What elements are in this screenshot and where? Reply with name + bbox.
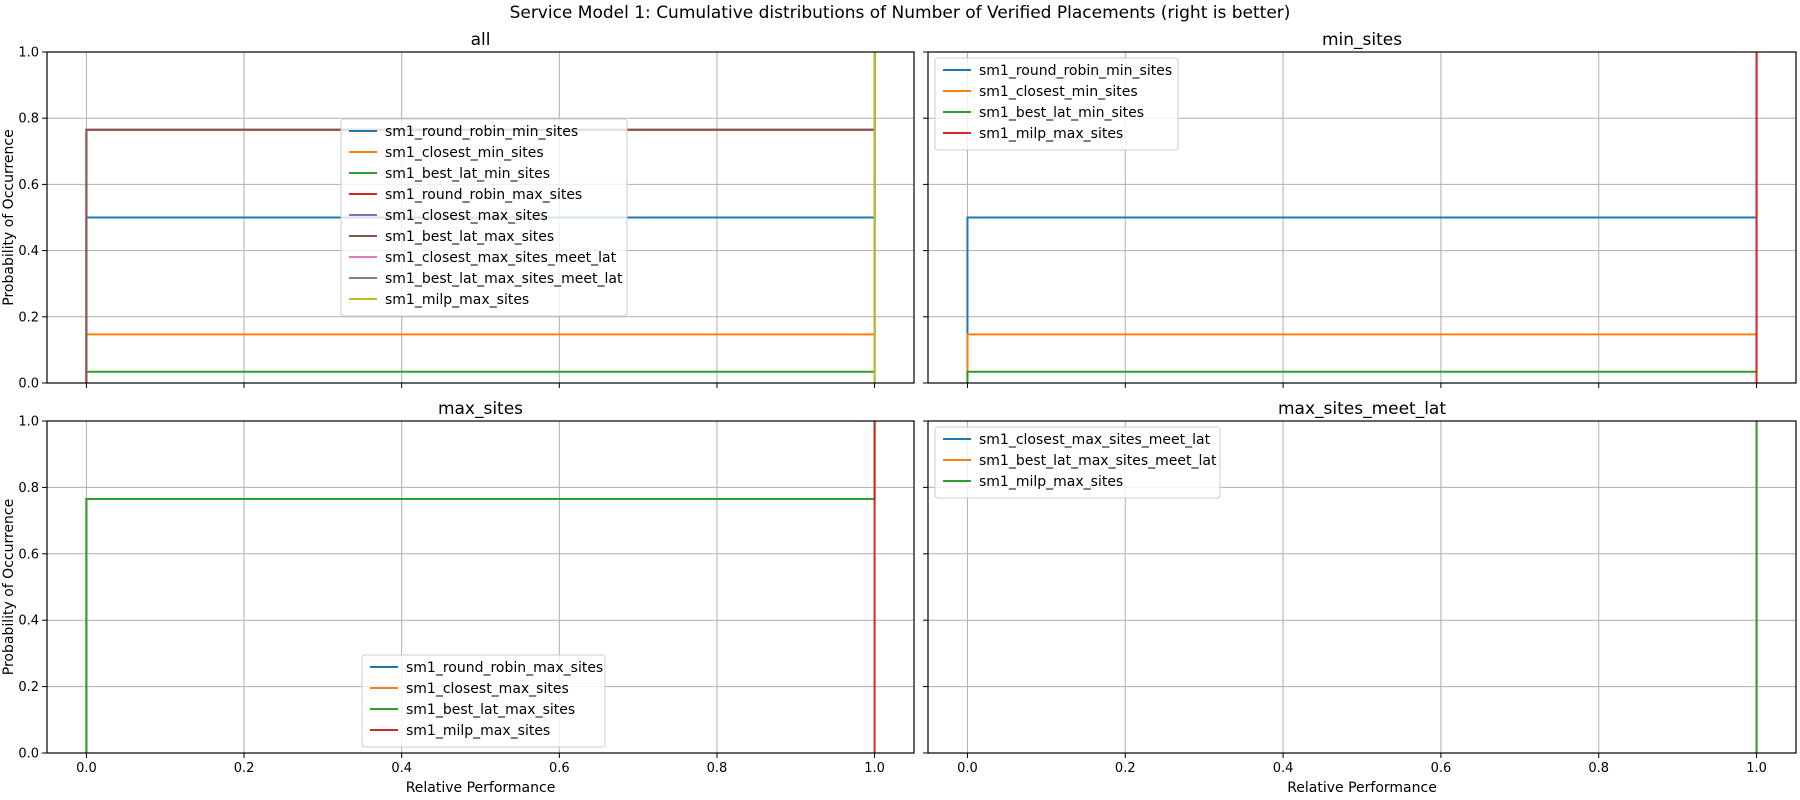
legend-label: sm1_milp_max_sites	[979, 474, 1123, 490]
series-group	[966, 52, 1758, 383]
legend: sm1_closest_max_sites_meet_lat sm1_best_l…	[934, 426, 1221, 499]
y-tick-label: 0.8	[18, 481, 39, 496]
x-axis-label: Relative Performance	[406, 780, 556, 796]
subplot-title: max_sites	[438, 399, 523, 419]
legend: sm1_round_robin_min_sites sm1_closest_min…	[340, 118, 628, 317]
axes-frame	[927, 51, 1797, 384]
legend: sm1_round_robin_min_sites sm1_closest_min…	[934, 57, 1179, 151]
x-tick-label: 0.0	[957, 761, 978, 776]
axes-frame	[46, 420, 915, 754]
y-tick-label: 0.6	[18, 178, 39, 193]
x-tick-label: 0.4	[1273, 761, 1294, 776]
x-tick-label: 0.6	[1431, 761, 1452, 776]
y-axis-label: Probability of Occurrence	[1, 129, 17, 305]
x-tick-label: 0.8	[1588, 761, 1609, 776]
legend-label: sm1_milp_max_sites	[406, 723, 550, 739]
subplot-title: max_sites_meet_lat	[1278, 399, 1446, 419]
legend-box	[340, 118, 628, 317]
series-group	[85, 421, 876, 753]
legend-box	[934, 57, 1179, 151]
legend-label: sm1_round_robin_max_sites	[385, 187, 582, 203]
y-tick-label: 0.8	[18, 112, 39, 127]
subplot-min_sites: min_sites sm1_round_robin_min_sites sm1_cl…	[923, 30, 1797, 388]
legend-label: sm1_round_robin_min_sites	[979, 63, 1172, 79]
x-tick-label: 0.4	[391, 761, 412, 776]
legend-label: sm1_best_lat_min_sites	[979, 105, 1144, 121]
x-tick-label: 0.2	[1115, 761, 1136, 776]
legend-label: sm1_milp_max_sites	[385, 292, 529, 308]
x-tick-label: 0.6	[549, 761, 570, 776]
legend-label: sm1_round_robin_min_sites	[385, 124, 578, 140]
legend-label: sm1_best_lat_max_sites	[406, 702, 575, 718]
legend-box	[934, 426, 1221, 499]
legend-label: sm1_closest_min_sites	[385, 145, 544, 161]
subplot-max_sites: 0.0 0.2 0.4 0.6 0.8 1.0 0.0 0.2 0.4 0.6 0.8 1.0 max_…	[1, 399, 915, 796]
x-tick-label: 0.8	[707, 761, 728, 776]
y-tick-label: 0.4	[18, 614, 39, 629]
legend-label: sm1_closest_max_sites_meet_lat	[979, 432, 1211, 448]
x-tick-label: 0.2	[234, 761, 255, 776]
x-axis-label: Relative Performance	[1287, 780, 1437, 796]
subplot-title: min_sites	[1322, 30, 1402, 50]
legend-label: sm1_closest_max_sites	[406, 681, 569, 697]
subplot-title: all	[471, 30, 491, 50]
y-tick-label: 1.0	[18, 415, 39, 430]
legend-box	[361, 654, 606, 748]
y-tick-label: 0.2	[18, 310, 39, 325]
y-tick-label: 0.6	[18, 547, 39, 562]
y-tick-label: 0.0	[18, 747, 39, 762]
subplot-max_sites_meet_lat: 0.0 0.2 0.4 0.6 0.8 1.0 max_sites_meet_lat Rela…	[923, 399, 1797, 796]
y-tick-label: 0.0	[18, 377, 39, 392]
x-tick-label: 1.0	[864, 761, 885, 776]
x-tick-label: 1.0	[1746, 761, 1767, 776]
panels: 0.0 0.2 0.4 0.6 0.8 1.0 all Probability of Occu…	[1, 30, 1797, 796]
y-tick-label: 0.2	[18, 680, 39, 695]
legend-label: sm1_best_lat_min_sites	[385, 166, 550, 182]
axes-frame	[46, 51, 915, 384]
axes-frame	[927, 420, 1797, 754]
x-tick-label: 0.0	[76, 761, 97, 776]
legend-label: sm1_closest_min_sites	[979, 84, 1138, 100]
legend-label: sm1_best_lat_max_sites_meet_lat	[979, 453, 1217, 469]
legend-label: sm1_round_robin_max_sites	[406, 660, 603, 676]
legend-label: sm1_best_lat_max_sites	[385, 229, 554, 245]
legend: sm1_round_robin_max_sites sm1_closest_max…	[361, 654, 606, 748]
subplot-all: 0.0 0.2 0.4 0.6 0.8 1.0 all Probability of Occu…	[1, 30, 915, 392]
legend-label: sm1_best_lat_max_sites_meet_lat	[385, 271, 623, 287]
y-tick-label: 0.4	[18, 244, 39, 259]
legend-label: sm1_closest_max_sites	[385, 208, 548, 224]
legend-label: sm1_milp_max_sites	[979, 126, 1123, 142]
y-tick-label: 1.0	[18, 46, 39, 61]
legend-label: sm1_closest_max_sites_meet_lat	[385, 250, 617, 266]
y-axis-label: Probability of Occurrence	[1, 499, 17, 675]
figure-title: Service Model 1: Cumulative distribution…	[510, 3, 1291, 23]
